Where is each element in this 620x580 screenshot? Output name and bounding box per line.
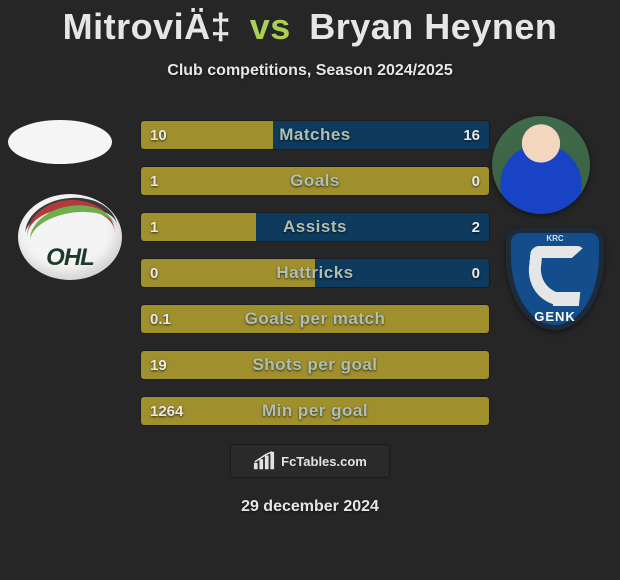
stat-bar-left [141,305,489,333]
bar-chart-icon [253,451,275,471]
stat-bar-right [256,213,489,241]
footer-brand-text: FcTables.com [281,454,367,469]
stat-row: Goals per match0.1 [140,304,490,334]
player1-name: MitroviÄ‡ [63,6,232,47]
genk-krc-text: KRC [502,234,608,243]
stat-row: Goals10 [140,166,490,196]
stat-row: Hattricks00 [140,258,490,288]
stat-row: Assists12 [140,212,490,242]
comparison-title: MitroviÄ‡ vs Bryan Heynen [0,0,620,48]
stat-bar-track [140,350,490,380]
stat-bar-left [141,213,256,241]
stat-row: Shots per goal19 [140,350,490,380]
stat-row: Min per goal1264 [140,396,490,426]
stat-bar-left [141,167,489,195]
stat-bar-right [273,121,489,149]
player1-photo [8,120,112,164]
stat-bar-track [140,166,490,196]
stat-bar-track [140,120,490,150]
stat-bar-track [140,304,490,334]
comparison-stage: OHL KRC GENK Matches1016 Goals10 Assists12… [0,110,620,450]
stat-bar-right [315,259,489,287]
stat-bar-track [140,212,490,242]
stat-bar-left [141,121,273,149]
stat-bar-left [141,351,489,379]
player2-name: Bryan Heynen [309,6,557,47]
comparison-date: 29 december 2024 [0,498,620,516]
ohl-logo-text: OHL [18,244,122,272]
vs-label: vs [250,6,291,47]
stat-bar-track [140,258,490,288]
stat-row: Matches1016 [140,120,490,150]
player1-club-logo: OHL [18,194,122,280]
genk-word: GENK [502,309,608,324]
player2-club-logo: KRC GENK [502,224,608,334]
stat-bars-container: Matches1016 Goals10 Assists12 Hattricks00 Go… [140,120,490,442]
footer-brand-box: FcTables.com [230,444,390,478]
season-subtitle: Club competitions, Season 2024/2025 [0,62,620,80]
stat-bar-left [141,397,489,425]
stat-bar-left [141,259,315,287]
player2-photo [492,116,590,214]
stat-bar-track [140,396,490,426]
